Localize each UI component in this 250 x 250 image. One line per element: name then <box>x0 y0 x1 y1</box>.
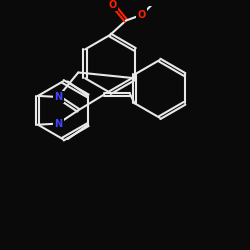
Text: O: O <box>109 0 117 10</box>
Text: N: N <box>54 92 62 102</box>
Text: N: N <box>54 118 62 128</box>
Text: O: O <box>138 10 146 20</box>
